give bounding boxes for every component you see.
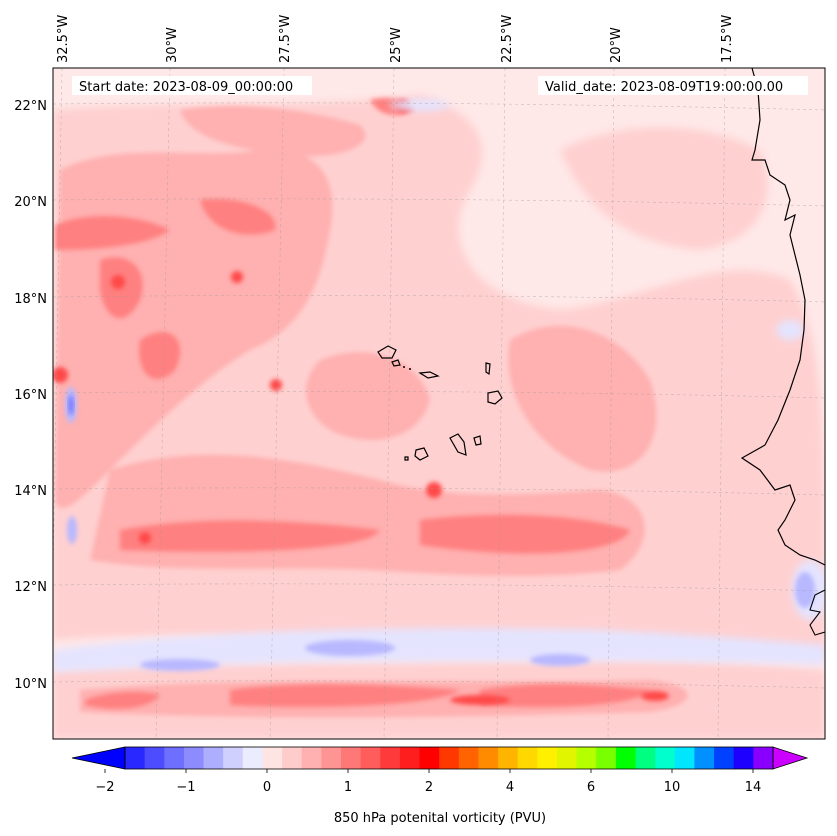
colorbar-cell [360,747,381,769]
colorbar-tick-label: 14 [745,780,762,795]
colorbar-tick-label: 4 [506,780,514,795]
colorbar-tick-label: 10 [664,780,681,795]
colorbar-tick-labels: −2 −1 0 1 2 4 6 10 14 [95,780,761,795]
colorbar-cell [164,747,185,769]
cape-verde-islets [403,366,411,370]
lon-label: 22.5°W [500,15,515,63]
lat-label: 22°N [14,99,47,114]
colorbar-cell [321,747,342,769]
african-coastline-south [809,589,825,636]
colorbar-tick-label: −2 [95,780,114,795]
lon-label: 25°W [389,27,404,63]
pv-field-negative-medium [65,387,815,671]
colorbar-cell [125,747,146,769]
colorbar-cell [203,747,224,769]
lon-label: 17.5°W [720,15,735,63]
colorbar-cell [596,747,617,769]
colorbar-label: 850 hPa potenital vorticity (PVU) [334,811,546,826]
lat-label: 10°N [14,677,47,692]
colorbar-ticks [104,769,754,773]
colorbar-cells [125,747,774,769]
colorbar-cell [439,747,460,769]
colorbar-cell [144,747,165,769]
pv-field-strong [55,98,650,709]
colorbar-cell [399,747,421,769]
start-date-box [72,76,312,95]
lat-label: 12°N [14,580,47,595]
map-frame [52,67,826,740]
lon-label: 30°W [165,27,180,63]
valid-date-text: Valid_date: 2023-08-09T19:00:00.00 [545,80,783,95]
lat-label: 14°N [14,484,47,499]
latitude-labels: 22°N 20°N 18°N 16°N 14°N 12°N 10°N [14,99,47,692]
colorbar-cell [301,747,322,769]
colorbar-tick-label: 2 [425,780,433,795]
valid-date-box [538,76,808,95]
colorbar-cell [655,747,676,769]
colorbar-frame [124,746,774,770]
lon-label: 20°W [609,27,624,63]
colorbar-cell [341,747,362,769]
colorbar-cell [380,747,401,769]
colorbar-cell [753,747,774,769]
gridlines [53,68,825,739]
pv-field-negative-strong [68,395,74,415]
colorbar-tick-label: −1 [176,780,195,795]
colorbar-cell [419,747,440,769]
colorbar-cell [458,747,479,769]
colorbar-cell [517,747,538,769]
colorbar-tick-label: 0 [263,780,271,795]
colorbar-cell [242,747,263,769]
colorbar-cell [557,747,578,769]
colorbar-extend-high [772,746,809,770]
lon-label: 32.5°W [56,15,71,63]
colorbar-cell [733,747,754,769]
lat-label: 20°N [14,195,47,210]
lat-label: 16°N [14,388,47,403]
colorbar-cell [714,747,735,769]
lon-label: 27.5°W [278,15,293,63]
colorbar-cell [615,747,637,769]
colorbar-cell [478,747,499,769]
colorbar-cell [282,747,303,769]
colorbar-cell [694,747,715,769]
colorbar-cell [576,747,597,769]
colorbar-cell [183,747,205,769]
colorbar-cell [223,747,244,769]
colorbar-extend-low [71,746,126,770]
colorbar-cell [537,747,558,769]
colorbar: −2 −1 0 1 2 4 6 10 14 850 hPa potenital … [71,746,809,826]
colorbar-cell [262,747,283,769]
colorbar-cell [635,747,656,769]
cape-verde-islands [377,345,503,461]
lat-label: 18°N [14,292,47,307]
longitude-labels: 32.5°W 30°W 27.5°W 25°W 22.5°W 20°W 17.5… [56,15,735,63]
african-coastline [740,68,825,566]
map-area [53,68,825,739]
colorbar-cell [674,747,695,769]
colorbar-tick-label: 6 [587,780,595,795]
colorbar-cell [498,747,519,769]
colorbar-tick-label: 1 [344,780,352,795]
start-date-text: Start date: 2023-08-09_00:00:00 [79,80,293,95]
